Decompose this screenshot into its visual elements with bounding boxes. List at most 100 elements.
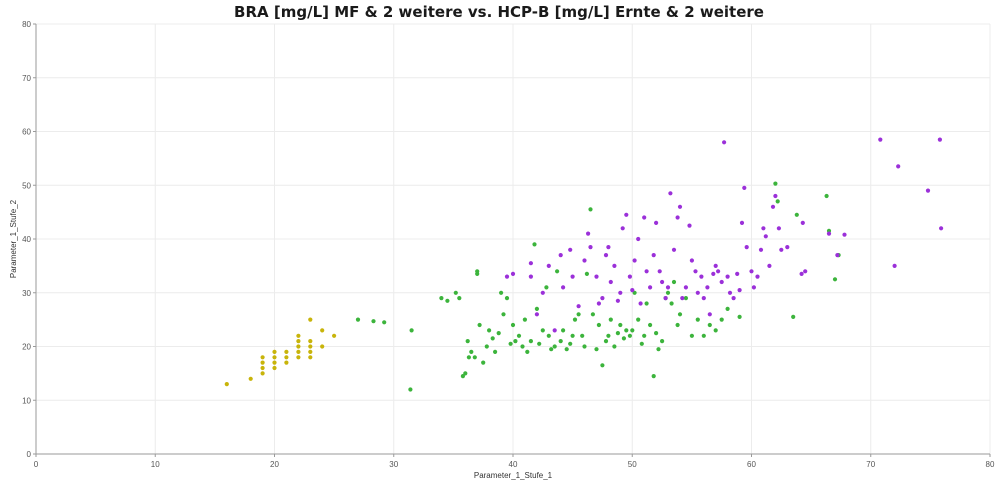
scatter-point-series-1 <box>296 333 301 338</box>
scatter-point-series-2 <box>791 314 796 319</box>
scatter-point-series-3 <box>608 279 613 285</box>
scatter-point-series-1 <box>272 349 277 354</box>
scatter-point-series-3 <box>779 247 784 252</box>
scatter-point-series-3 <box>713 263 718 268</box>
scatter-point-series-2 <box>501 312 506 317</box>
scatter-point-series-3 <box>606 245 611 250</box>
scatter-point-series-3 <box>680 296 685 301</box>
scatter-point-series-2 <box>409 328 414 333</box>
scatter-point-series-3 <box>638 301 643 306</box>
scatter-point-series-2 <box>707 322 712 328</box>
scatter-point-series-3 <box>627 274 633 279</box>
scatter-point-series-3 <box>735 271 740 276</box>
scatter-point-series-2 <box>725 306 730 311</box>
scatter-point-series-1 <box>260 360 265 365</box>
scatter-point-series-2 <box>528 339 534 344</box>
scatter-point-series-2 <box>580 333 585 338</box>
scatter-point-series-3 <box>727 290 733 295</box>
scatter-point-series-3 <box>528 261 534 266</box>
scatter-point-series-3 <box>651 253 656 258</box>
scatter-point-series-2 <box>463 371 468 376</box>
scatter-point-series-3 <box>657 269 662 274</box>
scatter-point-series-1 <box>224 382 229 387</box>
scatter-point-series-3 <box>878 137 883 142</box>
scatter-point-series-3 <box>731 296 736 301</box>
scatter-point-series-2 <box>466 355 471 360</box>
scatter-point-series-3 <box>711 271 716 276</box>
scatter-point-series-3 <box>763 234 768 239</box>
scatter-point-series-1 <box>272 360 277 365</box>
scatter-point-series-2 <box>520 344 525 349</box>
scatter-point-series-1 <box>308 349 313 354</box>
scatter-point-series-3 <box>742 185 747 190</box>
scatter-point-series-2 <box>496 331 501 336</box>
scatter-point-series-2 <box>499 290 504 295</box>
scatter-point-series-2 <box>603 339 609 344</box>
scatter-point-series-2 <box>568 341 573 346</box>
scatter-point-series-2 <box>493 349 498 354</box>
scatter-point-series-3 <box>799 271 804 276</box>
scatter-point-series-2 <box>552 344 557 349</box>
y-tick-label: 40 <box>22 235 31 244</box>
scatter-point-series-2 <box>516 333 522 338</box>
y-tick-label: 70 <box>22 74 31 83</box>
scatter-point-series-1 <box>308 355 313 360</box>
scatter-point-series-3 <box>615 298 621 303</box>
scatter-point-series-2 <box>677 312 683 317</box>
scatter-point-series-2 <box>675 322 680 328</box>
scatter-point-series-1 <box>308 339 313 344</box>
scatter-point-series-2 <box>683 296 689 301</box>
scatter-point-series-1 <box>296 355 301 360</box>
x-tick-label: 20 <box>270 460 279 469</box>
scatter-point-series-1 <box>332 333 337 338</box>
scatter-point-series-3 <box>671 247 677 252</box>
scatter-point-series-2 <box>651 374 656 379</box>
scatter-point-series-3 <box>668 191 673 196</box>
scatter-point-series-2 <box>504 296 510 301</box>
scatter-point-series-3 <box>739 220 745 225</box>
y-tick-label: 60 <box>22 128 31 137</box>
scatter-point-series-3 <box>725 274 730 279</box>
scatter-point-series-1 <box>308 317 313 322</box>
scatter-point-series-2 <box>600 363 605 368</box>
scatter-point-series-3 <box>800 220 805 225</box>
scatter-point-series-2 <box>644 301 649 306</box>
scatter-point-series-3 <box>719 279 724 285</box>
scatter-point-series-3 <box>603 253 609 258</box>
scatter-point-series-2 <box>624 328 629 333</box>
scatter-point-series-3 <box>896 164 901 169</box>
scatter-point-series-2 <box>534 306 540 311</box>
scatter-point-series-2 <box>775 199 780 204</box>
scatter-point-series-1 <box>272 365 277 371</box>
scatter-point-series-2 <box>460 374 465 379</box>
scatter-point-series-1 <box>284 349 289 354</box>
scatter-point-series-2 <box>627 333 633 338</box>
x-tick-label: 30 <box>389 460 398 469</box>
scatter-point-series-3 <box>534 312 540 317</box>
scatter-point-series-3 <box>835 253 840 258</box>
scatter-point-series-2 <box>639 341 644 346</box>
scatter-point-series-2 <box>618 322 623 328</box>
scatter-point-series-3 <box>722 140 727 145</box>
scatter-point-series-2 <box>445 298 450 303</box>
scatter-point-series-3 <box>600 296 605 301</box>
y-tick-label: 0 <box>27 450 32 459</box>
scatter-point-series-3 <box>689 258 695 263</box>
scatter-point-series-3 <box>546 263 551 268</box>
scatter-point-series-3 <box>707 312 712 317</box>
scatter-point-series-2 <box>408 387 413 392</box>
scatter-point-series-3 <box>737 288 742 293</box>
y-tick-label: 80 <box>22 20 31 29</box>
scatter-point-series-3 <box>582 258 587 263</box>
scatter-point-series-3 <box>570 274 575 279</box>
scatter-point-series-3 <box>594 274 599 279</box>
scatter-point-series-1 <box>296 339 301 344</box>
scatter-point-series-2 <box>665 290 671 295</box>
scatter-point-series-3 <box>620 226 625 231</box>
scatter-point-series-3 <box>552 328 557 333</box>
scatter-point-series-2 <box>558 339 563 344</box>
scatter-point-series-3 <box>568 247 573 252</box>
scatter-point-series-3 <box>699 274 704 279</box>
scatter-point-series-3 <box>677 204 683 209</box>
